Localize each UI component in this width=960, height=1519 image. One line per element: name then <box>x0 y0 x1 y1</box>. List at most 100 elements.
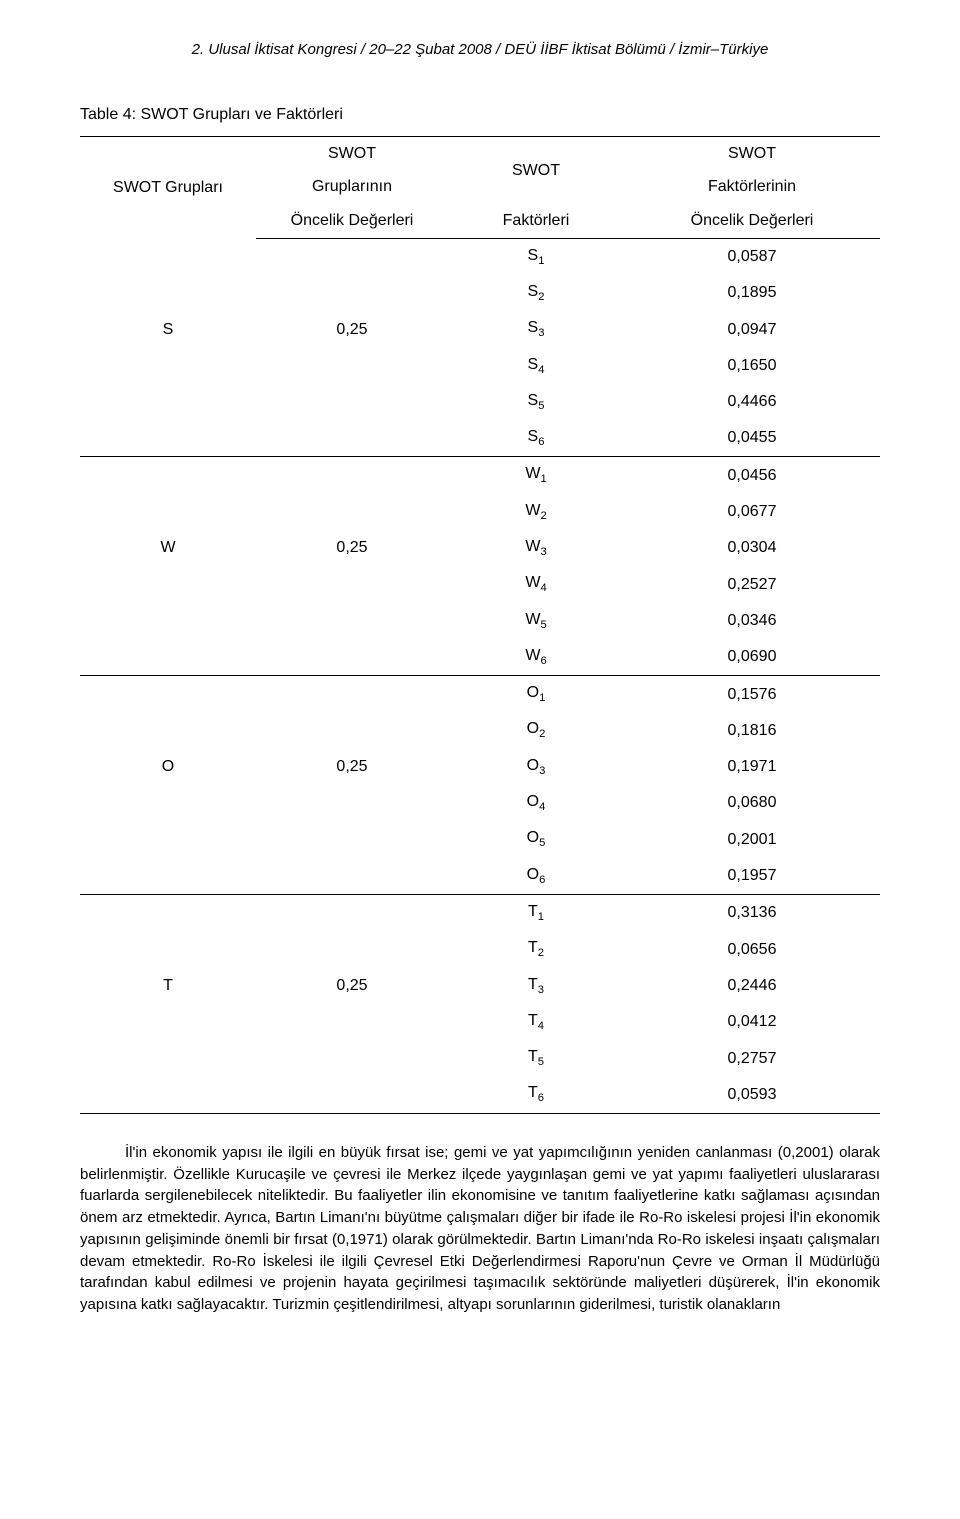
factor-value-cell: 0,0346 <box>624 603 880 639</box>
group-priority-cell <box>256 821 448 857</box>
factor-value-cell: 0,0690 <box>624 639 880 676</box>
group-label-cell <box>80 858 256 895</box>
factor-value-cell: 0,0656 <box>624 931 880 967</box>
th-c2b: Gruplarının <box>256 170 448 204</box>
th-groups: SWOT Grupları <box>80 136 256 238</box>
group-label-cell <box>80 384 256 420</box>
group-priority-cell <box>256 676 448 713</box>
group-label-cell: T <box>80 968 256 1004</box>
group-priority-cell <box>256 712 448 748</box>
factor-label-cell: T6 <box>448 1076 624 1113</box>
group-label-cell <box>80 457 256 494</box>
group-priority-cell: 0,25 <box>256 530 448 566</box>
group-priority-cell: 0,25 <box>256 749 448 785</box>
factor-label-cell: S2 <box>448 275 624 311</box>
group-label-cell <box>80 1004 256 1040</box>
factor-value-cell: 0,0680 <box>624 785 880 821</box>
factor-value-cell: 0,3136 <box>624 894 880 931</box>
factor-value-cell: 0,4466 <box>624 384 880 420</box>
factor-value-cell: 0,0677 <box>624 494 880 530</box>
th-c4c: Öncelik Değerleri <box>624 204 880 238</box>
factor-label-cell: W1 <box>448 457 624 494</box>
factor-value-cell: 0,0593 <box>624 1076 880 1113</box>
group-priority-cell: 0,25 <box>256 311 448 347</box>
factor-value-cell: 0,1895 <box>624 275 880 311</box>
factor-value-cell: 0,1971 <box>624 749 880 785</box>
factor-label-cell: O1 <box>448 676 624 713</box>
factor-value-cell: 0,1957 <box>624 858 880 895</box>
factor-label-cell: S5 <box>448 384 624 420</box>
factor-label-cell: T3 <box>448 968 624 1004</box>
factor-label-cell: S3 <box>448 311 624 347</box>
table-body: S10,0587S20,1895S0,25S30,0947S40,1650S50… <box>80 238 880 1113</box>
factor-value-cell: 0,1576 <box>624 676 880 713</box>
group-priority-cell <box>256 238 448 275</box>
group-priority-cell <box>256 566 448 602</box>
group-priority-cell <box>256 894 448 931</box>
group-label-cell <box>80 821 256 857</box>
group-priority-cell: 0,25 <box>256 968 448 1004</box>
factor-label-cell: O6 <box>448 858 624 895</box>
page: 2. Ulusal İktisat Kongresi / 20–22 Şubat… <box>0 0 960 1356</box>
factor-value-cell: 0,0412 <box>624 1004 880 1040</box>
factor-value-cell: 0,0304 <box>624 530 880 566</box>
group-priority-cell <box>256 639 448 676</box>
group-label-cell <box>80 275 256 311</box>
group-label-cell <box>80 712 256 748</box>
factor-label-cell: W3 <box>448 530 624 566</box>
factor-label-cell: W6 <box>448 639 624 676</box>
group-priority-cell <box>256 931 448 967</box>
factor-value-cell: 0,2446 <box>624 968 880 1004</box>
factor-label-cell: O4 <box>448 785 624 821</box>
group-priority-cell <box>256 603 448 639</box>
factor-label-cell: S6 <box>448 420 624 457</box>
group-label-cell <box>80 603 256 639</box>
factor-value-cell: 0,0456 <box>624 457 880 494</box>
factor-value-cell: 0,2001 <box>624 821 880 857</box>
th-c3b: Faktörleri <box>448 204 624 238</box>
group-label-cell <box>80 348 256 384</box>
group-label-cell <box>80 785 256 821</box>
factor-label-cell: T4 <box>448 1004 624 1040</box>
swot-table: SWOT Grupları SWOT SWOT SWOT Gruplarının… <box>80 136 880 1114</box>
factor-value-cell: 0,0455 <box>624 420 880 457</box>
factor-value-cell: 0,1650 <box>624 348 880 384</box>
page-header: 2. Ulusal İktisat Kongresi / 20–22 Şubat… <box>80 40 880 60</box>
paragraph-text: İl'in ekonomik yapısı ile ilgili en büyü… <box>80 1142 880 1316</box>
group-priority-cell <box>256 1004 448 1040</box>
factor-label-cell: W5 <box>448 603 624 639</box>
factor-value-cell: 0,0587 <box>624 238 880 275</box>
group-priority-cell <box>256 858 448 895</box>
group-label-cell: O <box>80 749 256 785</box>
factor-label-cell: T1 <box>448 894 624 931</box>
factor-value-cell: 0,1816 <box>624 712 880 748</box>
factor-label-cell: O2 <box>448 712 624 748</box>
th-c4b: Faktörlerinin <box>624 170 880 204</box>
group-priority-cell <box>256 1040 448 1076</box>
group-priority-cell <box>256 785 448 821</box>
group-label-cell <box>80 1040 256 1076</box>
group-label-cell <box>80 1076 256 1113</box>
group-priority-cell <box>256 457 448 494</box>
group-label-cell <box>80 639 256 676</box>
factor-value-cell: 0,2757 <box>624 1040 880 1076</box>
factor-label-cell: O5 <box>448 821 624 857</box>
group-label-cell <box>80 676 256 713</box>
group-label-cell <box>80 494 256 530</box>
table-head: SWOT Grupları SWOT SWOT SWOT Gruplarının… <box>80 136 880 238</box>
th-c3a: SWOT <box>448 136 624 204</box>
th-c2a: SWOT <box>256 136 448 170</box>
group-label-cell: S <box>80 311 256 347</box>
factor-label-cell: T5 <box>448 1040 624 1076</box>
group-label-cell <box>80 238 256 275</box>
group-priority-cell <box>256 348 448 384</box>
group-label-cell <box>80 566 256 602</box>
body-paragraph: İl'in ekonomik yapısı ile ilgili en büyü… <box>80 1142 880 1316</box>
group-priority-cell <box>256 420 448 457</box>
group-priority-cell <box>256 494 448 530</box>
factor-label-cell: O3 <box>448 749 624 785</box>
group-priority-cell <box>256 275 448 311</box>
th-c2c: Öncelik Değerleri <box>256 204 448 238</box>
group-priority-cell <box>256 1076 448 1113</box>
factor-value-cell: 0,0947 <box>624 311 880 347</box>
